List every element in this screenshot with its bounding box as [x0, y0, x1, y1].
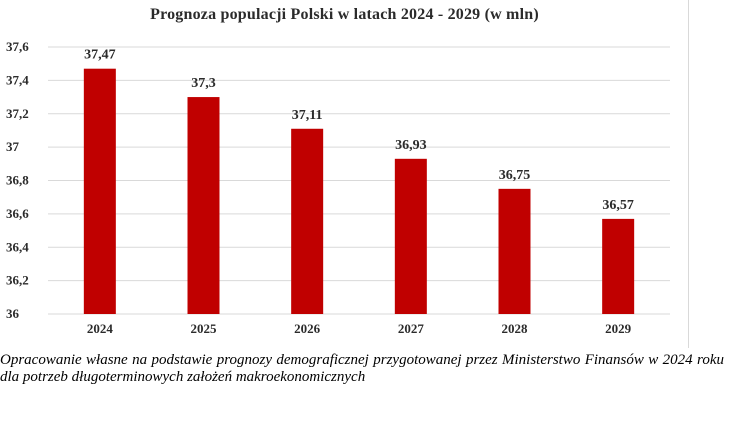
data-label: 37,47: [84, 48, 116, 63]
bar-2024: [83, 68, 116, 314]
data-label: 36,75: [499, 168, 531, 183]
y-tick-label: 36,4: [6, 239, 29, 254]
data-label: 37,3: [191, 76, 216, 91]
figure-caption: Opracowanie własne na podstawie prognozy…: [0, 352, 724, 385]
y-tick-label: 37: [6, 139, 20, 154]
x-tick-label: 2024: [87, 321, 114, 336]
bar-2026: [291, 128, 324, 314]
data-label: 36,57: [602, 198, 634, 213]
x-tick-label: 2026: [294, 321, 321, 336]
bar-chart: 36 36,2 36,4 36,6 36,8 37 37,2 37,4 37,6 37,47 202…: [6, 39, 670, 336]
x-tick-label: 2027: [398, 321, 425, 336]
chart-area: Prognoza populacji Polski w latach 2024 …: [6, 0, 689, 348]
y-tick-label: 36,2: [6, 273, 29, 288]
y-tick-label: 36: [6, 306, 20, 321]
bar-2027: [394, 158, 427, 314]
bar-2025: [187, 97, 220, 314]
y-tick-label: 36,6: [6, 206, 29, 221]
chart-title: Prognoza populacji Polski w latach 2024 …: [150, 6, 539, 23]
data-label: 36,93: [395, 138, 427, 153]
bar-2028: [498, 188, 531, 314]
x-tick-label: 2028: [502, 321, 529, 336]
y-tick-label: 36,8: [6, 173, 29, 188]
bar-2029: [602, 218, 635, 314]
y-tick-label: 37,2: [6, 106, 29, 121]
y-tick-label: 37,4: [6, 72, 29, 87]
x-tick-label: 2029: [605, 321, 632, 336]
x-tick-label: 2025: [191, 321, 218, 336]
data-label: 37,11: [292, 108, 323, 123]
y-tick-label: 37,6: [6, 39, 29, 54]
